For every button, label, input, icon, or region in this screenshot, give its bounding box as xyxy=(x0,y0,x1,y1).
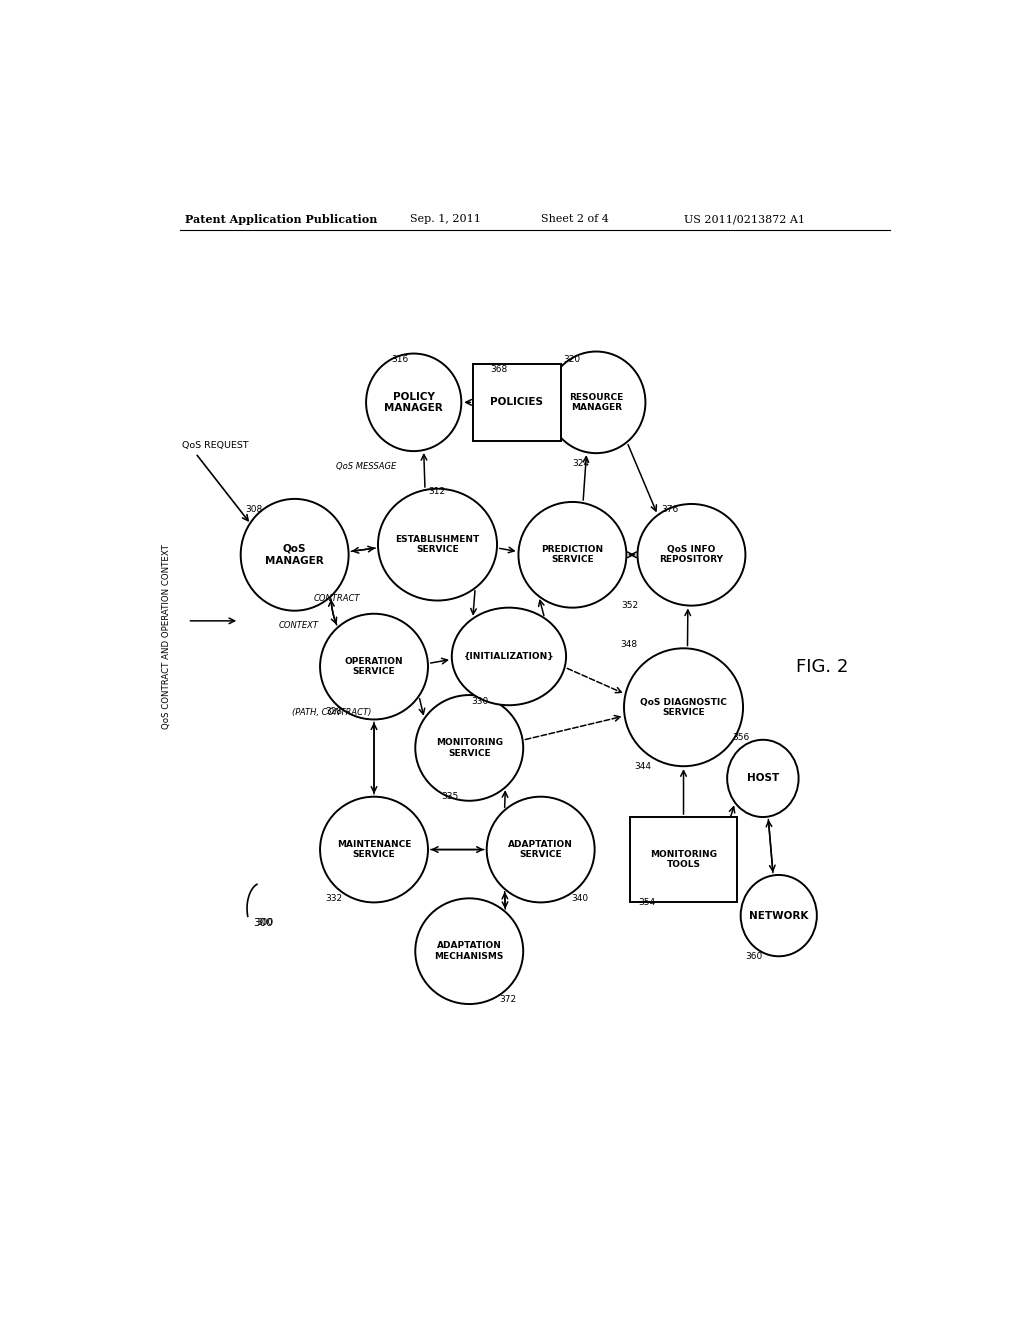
Text: MONITORING
TOOLS: MONITORING TOOLS xyxy=(650,850,717,870)
Text: ADAPTATION
MECHANISMS: ADAPTATION MECHANISMS xyxy=(434,941,504,961)
Text: OPERATION
SERVICE: OPERATION SERVICE xyxy=(345,657,403,676)
Text: 300: 300 xyxy=(253,917,273,928)
Text: 330: 330 xyxy=(471,697,488,706)
Ellipse shape xyxy=(321,614,428,719)
Ellipse shape xyxy=(416,899,523,1005)
Text: 320: 320 xyxy=(563,355,580,364)
Text: POLICY
MANAGER: POLICY MANAGER xyxy=(384,392,443,413)
Text: Sep. 1, 2011: Sep. 1, 2011 xyxy=(410,214,480,224)
Text: QoS MESSAGE: QoS MESSAGE xyxy=(336,462,396,471)
FancyBboxPatch shape xyxy=(630,817,737,903)
Text: NETWORK: NETWORK xyxy=(750,911,808,920)
Text: QoS INFO
REPOSITORY: QoS INFO REPOSITORY xyxy=(659,545,723,565)
Ellipse shape xyxy=(638,504,745,606)
Ellipse shape xyxy=(518,502,627,607)
Text: POLICIES: POLICIES xyxy=(490,397,544,408)
Text: 344: 344 xyxy=(634,762,651,771)
Text: MAINTENANCE
SERVICE: MAINTENANCE SERVICE xyxy=(337,840,412,859)
Ellipse shape xyxy=(486,797,595,903)
Text: RESOURCE
MANAGER: RESOURCE MANAGER xyxy=(569,392,624,412)
Text: HOST: HOST xyxy=(746,774,779,783)
Text: 352: 352 xyxy=(622,601,639,610)
Text: CONTEXT: CONTEXT xyxy=(279,622,318,631)
Text: QoS
MANAGER: QoS MANAGER xyxy=(265,544,324,565)
Text: 356: 356 xyxy=(733,733,750,742)
Ellipse shape xyxy=(740,875,817,956)
Text: 308: 308 xyxy=(246,504,263,513)
Text: 332: 332 xyxy=(325,894,342,903)
Text: ESTABLISHMENT
SERVICE: ESTABLISHMENT SERVICE xyxy=(395,535,479,554)
Text: PREDICTION
SERVICE: PREDICTION SERVICE xyxy=(542,545,603,565)
Text: 376: 376 xyxy=(662,504,679,513)
Ellipse shape xyxy=(416,696,523,801)
Text: FIG. 2: FIG. 2 xyxy=(797,657,849,676)
Text: 312: 312 xyxy=(428,487,445,496)
Ellipse shape xyxy=(452,607,566,705)
Text: 360: 360 xyxy=(745,952,763,961)
Text: CONTRACT: CONTRACT xyxy=(313,594,360,603)
FancyBboxPatch shape xyxy=(473,364,560,441)
Text: QoS CONTRACT AND OPERATION CONTEXT: QoS CONTRACT AND OPERATION CONTEXT xyxy=(162,544,171,729)
Ellipse shape xyxy=(321,797,428,903)
Text: QoS DIAGNOSTIC
SERVICE: QoS DIAGNOSTIC SERVICE xyxy=(640,697,727,717)
Ellipse shape xyxy=(547,351,645,453)
Text: 354: 354 xyxy=(638,898,655,907)
Text: 348: 348 xyxy=(620,640,637,648)
Text: Patent Application Publication: Patent Application Publication xyxy=(185,214,378,224)
Text: 328: 328 xyxy=(325,706,342,715)
Text: 316: 316 xyxy=(391,355,409,364)
Text: MONITORING
SERVICE: MONITORING SERVICE xyxy=(436,738,503,758)
Ellipse shape xyxy=(367,354,461,451)
Text: 340: 340 xyxy=(570,894,588,903)
Ellipse shape xyxy=(727,739,799,817)
Text: {INITIALIZATION}: {INITIALIZATION} xyxy=(464,652,554,661)
Text: (PATH, CONTRACT): (PATH, CONTRACT) xyxy=(292,708,372,717)
Text: ADAPTATION
SERVICE: ADAPTATION SERVICE xyxy=(508,840,573,859)
Text: QoS REQUEST: QoS REQUEST xyxy=(182,441,249,450)
Text: 372: 372 xyxy=(500,995,516,1005)
Text: 300: 300 xyxy=(257,919,273,927)
Ellipse shape xyxy=(624,648,743,766)
Ellipse shape xyxy=(241,499,348,611)
Text: US 2011/0213872 A1: US 2011/0213872 A1 xyxy=(684,214,805,224)
Text: 368: 368 xyxy=(489,366,507,375)
Ellipse shape xyxy=(378,488,497,601)
Text: 335: 335 xyxy=(441,792,459,801)
Text: Sheet 2 of 4: Sheet 2 of 4 xyxy=(541,214,608,224)
Text: 324: 324 xyxy=(572,459,590,467)
